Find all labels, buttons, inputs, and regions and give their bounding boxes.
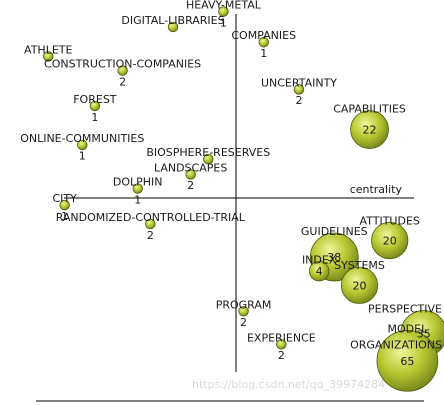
bubble-online-communities	[77, 139, 88, 151]
bubble-count-heavy-metal: 1	[220, 16, 227, 29]
bubble-count-city: 1	[61, 210, 68, 223]
bubble-program	[238, 306, 249, 317]
bubble-label-organizations: ORGANIZATIONS	[350, 338, 442, 351]
bubble-experience	[276, 339, 287, 350]
bubble-biosphere-reserves	[203, 153, 214, 165]
bubble-count-uncertainty: 2	[296, 94, 303, 107]
bubble-count-online-communities: 1	[79, 150, 86, 163]
bubble-count-perspective: 35	[417, 328, 431, 341]
bubble-forest	[89, 100, 101, 112]
bubble-model	[376, 330, 439, 392]
watermark-text: https://blog.csdn.net/qq_39974284	[192, 378, 386, 391]
bubble-count-dolphin: 1	[134, 193, 141, 206]
bubble-label-guidelines: GUIDELINES	[301, 225, 368, 238]
bubble-label-heavy-metal: HEAVY-METAL	[186, 0, 262, 12]
bubble-label-athlete: ATHLETE	[24, 43, 72, 56]
bubble-count-systems: 20	[352, 279, 366, 292]
bubble-construction-companies	[117, 65, 128, 76]
bubble-digital-libraries	[167, 21, 179, 33]
bubble-label-city: CITY	[52, 192, 77, 205]
bubble-label-companies: COMPANIES	[231, 29, 296, 42]
axes: centrality	[36, 14, 424, 402]
bubble-count-attitudes: 20	[383, 234, 397, 247]
bubble-label-biosphere-reserves: BIOSPHERE-RESERVES	[146, 146, 270, 159]
bubble-label-index: INDEX	[302, 253, 337, 266]
bubble-systems	[340, 266, 379, 304]
bubble-count-capabilities: 22	[363, 124, 377, 137]
x-axis-title: centrality	[350, 183, 403, 196]
bubble-label-perspective: PERSPECTIVE	[368, 303, 442, 316]
bubble-label-experience: EXPERIENCE	[247, 331, 316, 344]
bubble-count-program: 2	[240, 316, 247, 329]
bubble-label-digital-libraries: DIGITAL-LIBRARIES	[121, 14, 224, 27]
bubble-label-randomized-controlled-trial: RANDOMIZED-CONTROLLED-TRIAL	[56, 211, 246, 224]
bubble-athlete	[43, 51, 54, 62]
bubble-labels: HEAVY-METAL1DIGITAL-LIBRARIESCOMPANIES1A…	[20, 0, 442, 368]
bubble-dolphin	[132, 183, 143, 194]
bubble-companies	[258, 37, 269, 48]
bubble-count-experience: 2	[278, 349, 285, 362]
bubble-count-index: 4	[316, 265, 323, 278]
bubbles	[43, 6, 444, 392]
bubble-label-dolphin: DOLPHIN	[113, 176, 163, 189]
bubble-index	[308, 260, 330, 282]
bubble-attitudes	[371, 221, 409, 260]
bubble-heavy-metal	[218, 6, 229, 17]
bubble-label-uncertainty: UNCERTAINTY	[261, 76, 337, 89]
bubble-count-construction-companies: 2	[119, 75, 126, 88]
bubble-uncertainty	[293, 84, 305, 95]
bubble-randomized-controlled-trial	[145, 218, 156, 230]
bubble-count-landscapes: 2	[187, 179, 194, 192]
bubble-label-construction-companies: CONSTRUCTION-COMPANIES	[44, 58, 201, 71]
bubble-count-guidelines: 38	[327, 251, 341, 264]
bubble-count-companies: 1	[260, 47, 267, 60]
bubble-count-forest: 1	[91, 111, 98, 124]
bubble-label-online-communities: ONLINE-COMMUNITIES	[20, 132, 144, 145]
bubble-label-model: MODEL	[388, 322, 429, 335]
bubble-city	[59, 199, 70, 211]
bubble-count-model: 65	[400, 355, 414, 368]
bubble-label-forest: FOREST	[73, 93, 117, 106]
bubble-label-systems: SYSTEMS	[334, 259, 385, 272]
bubble-label-capabilities: CAPABILITIES	[333, 103, 406, 116]
bubble-label-attitudes: ATTITUDES	[360, 214, 420, 227]
bubble-capabilities	[350, 110, 389, 149]
bubble-count-randomized-controlled-trial: 2	[147, 229, 154, 242]
bubble-landscapes	[185, 169, 196, 180]
bubble-label-landscapes: LANDSCAPES	[154, 161, 227, 174]
bubble-label-program: PROGRAM	[216, 298, 272, 311]
